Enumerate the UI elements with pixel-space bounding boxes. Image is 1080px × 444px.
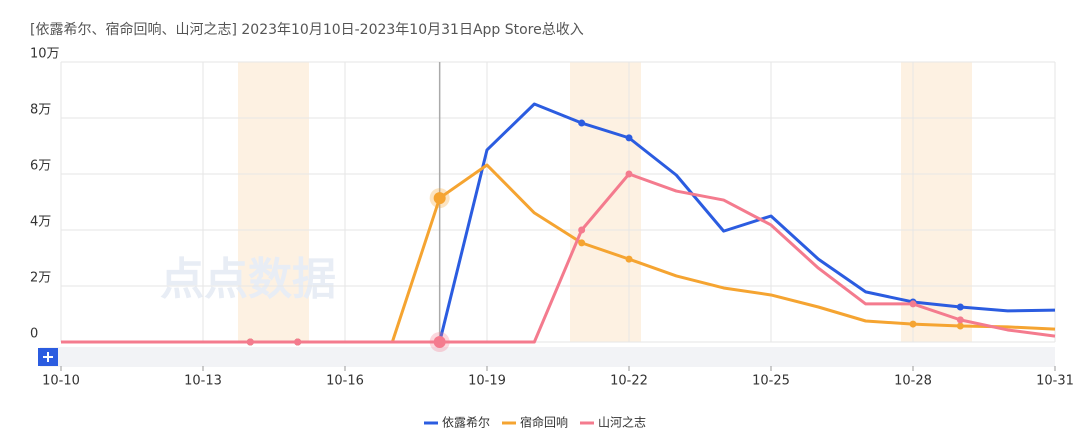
x-tick-label: 10-28 [894,374,932,389]
scrollbar [40,347,1055,367]
point [625,170,633,178]
point [246,338,254,346]
point [956,303,964,311]
band [238,62,309,342]
legend-label: 依露希尔 [442,415,490,430]
x-tick-label: 10-25 [752,374,790,389]
x-tick-label: 10-13 [184,374,222,389]
series-line [61,172,1056,344]
x-tick-label: 10-16 [326,374,364,389]
y-tick-label: 4万 [30,215,51,230]
add-icon[interactable] [43,352,53,362]
point [578,239,586,247]
hover-point [433,336,446,348]
x-tick-label: 10-19 [468,374,506,389]
point [956,322,964,330]
y-tick-label: 2万 [30,271,51,286]
point [625,255,633,263]
point [625,134,633,142]
y-tick-label: 10万 [30,47,60,62]
legend-label: 宿命回响 [520,415,568,430]
point [294,338,302,346]
chart-title: [依露希尔、宿命回响、山河之志] 2023年10月10日-2023年10月31日… [30,21,584,38]
x-tick-label: 10-10 [42,374,80,389]
watermark: 点点数据 [160,254,336,305]
point [909,300,917,308]
x-tick-label: 10-22 [610,374,648,389]
add-button[interactable] [38,348,58,366]
point [578,119,586,127]
point [578,226,586,234]
y-tick-label: 8万 [30,103,51,118]
y-tick-label: 0 [30,327,38,342]
x-tick-label: 10-31 [1036,374,1074,389]
point [909,320,917,328]
point [956,316,964,324]
hover-point [433,192,446,205]
y-tick-label: 6万 [30,159,51,174]
legend-label: 山河之志 [598,416,646,430]
